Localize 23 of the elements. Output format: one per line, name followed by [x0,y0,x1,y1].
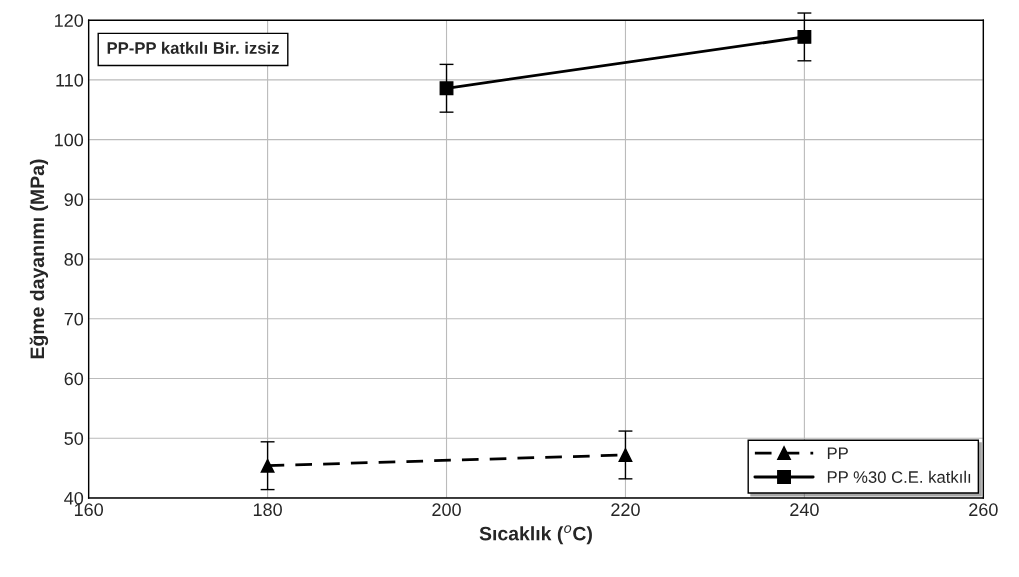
y-tick-label: 50 [64,432,84,445]
point [797,29,812,44]
x-tick-label: 260 [969,503,998,517]
annotation: PP-PP katkılı Bir. izsiz [107,41,279,54]
y-tick-label: 90 [64,193,84,207]
x-tick-label: 160 [74,503,104,517]
y-tick-label: 100 [55,133,84,147]
x-tick-label: 200 [432,503,461,517]
y-tick-label: 80 [64,253,84,266]
y-axis-title: Eğme dayanımı (MPa) [29,159,49,359]
y-tick-label: 40 [64,491,84,505]
y-tick-label: 70 [64,312,84,326]
y-tick-label: 120 [55,14,84,27]
point [618,448,633,462]
point [260,458,275,473]
legend-label: PP [827,447,848,459]
y-tick-label: 60 [64,372,84,386]
x-axis-title: Sıcaklık ($^{o}$C) [479,525,592,545]
x-tick-label: 220 [611,503,640,517]
x-tick-label: 240 [790,503,819,517]
legend-label: PP %30 C.E. katkılı [827,470,971,483]
x-tick-label: 180 [253,503,282,517]
y-tick-label: 110 [56,73,84,87]
